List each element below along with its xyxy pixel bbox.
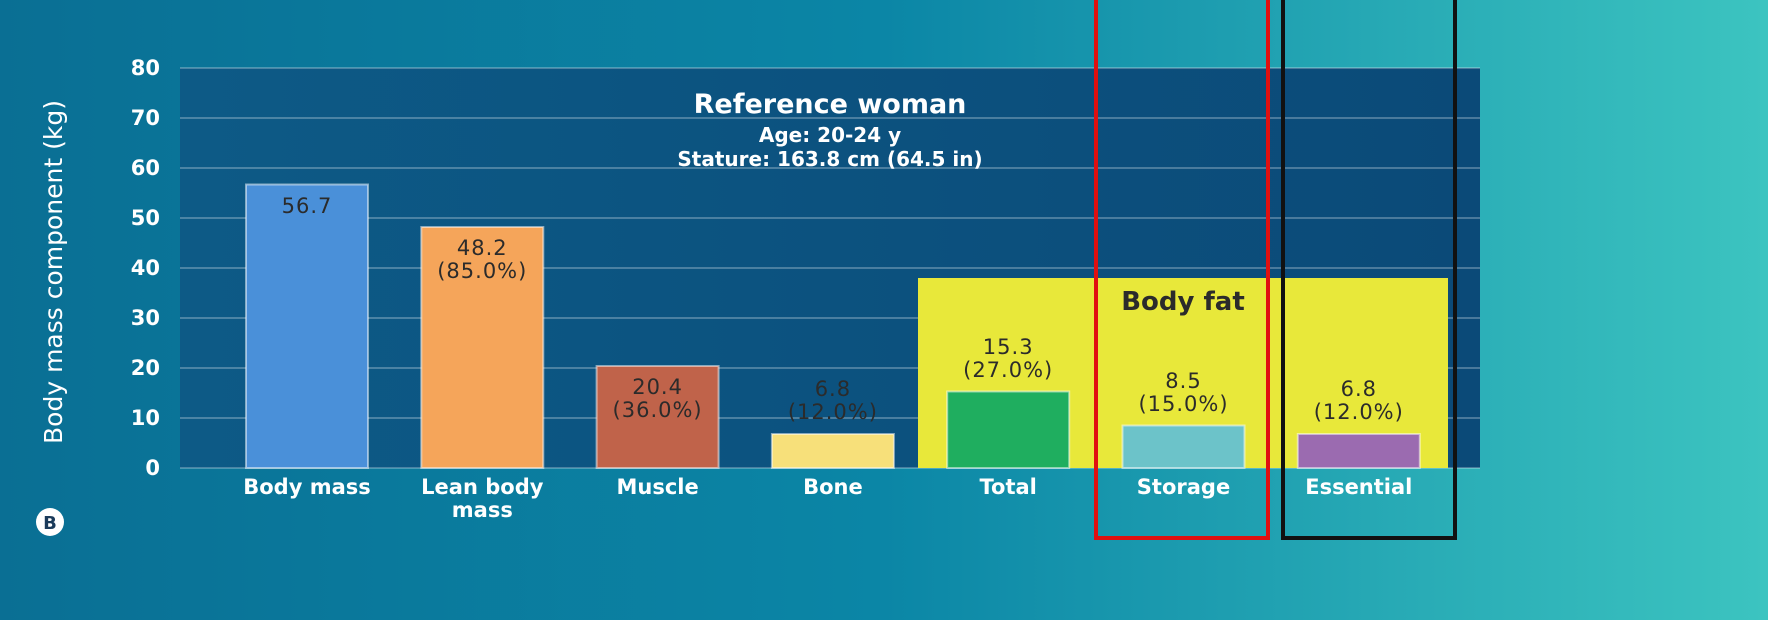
group-label: Body fat bbox=[1121, 287, 1245, 317]
value-label: 48.2 (85.0%) bbox=[437, 236, 528, 284]
x-tick-label: Lean body mass bbox=[421, 475, 544, 523]
subtitle: Age: 20-24 y bbox=[758, 123, 902, 147]
x-tick-label: Storage bbox=[1136, 475, 1231, 499]
x-tick-label: Body mass bbox=[243, 475, 371, 499]
y-tick-label: 80 bbox=[131, 56, 160, 80]
value-label: 15.3 (27.0%) bbox=[963, 334, 1054, 382]
y-tick-label: 0 bbox=[145, 456, 160, 480]
subtitle: Stature: 163.8 cm (64.5 in) bbox=[677, 147, 983, 171]
bar bbox=[245, 183, 369, 469]
bar bbox=[595, 365, 720, 469]
highlight-box bbox=[1281, 0, 1457, 540]
y-tick-label: 70 bbox=[131, 106, 160, 130]
panel-badge bbox=[36, 508, 64, 536]
x-tick-label: Muscle bbox=[616, 475, 699, 499]
x-tick-label: Total bbox=[979, 475, 1037, 499]
highlight-box bbox=[1094, 0, 1270, 540]
y-tick-label: 60 bbox=[131, 156, 160, 180]
value-label: 6.8 (12.0%) bbox=[1313, 377, 1404, 425]
y-tick-label: 40 bbox=[131, 256, 160, 280]
x-tick-label: Essential bbox=[1305, 475, 1413, 499]
value-label: 56.7 bbox=[281, 193, 333, 218]
y-tick-label: 10 bbox=[131, 406, 160, 430]
panel-label: B bbox=[43, 513, 57, 534]
bar bbox=[1296, 433, 1421, 469]
chart-title: Reference woman bbox=[693, 89, 967, 120]
value-label: 8.5 (15.0%) bbox=[1138, 368, 1229, 416]
x-tick-label: Bone bbox=[803, 475, 863, 499]
y-tick-label: 50 bbox=[131, 206, 160, 230]
bar bbox=[1121, 424, 1246, 469]
y-axis-label: Body mass component (kg) bbox=[39, 100, 68, 444]
y-tick-label: 20 bbox=[131, 356, 160, 380]
bar bbox=[420, 226, 545, 469]
value-label: 6.8 (12.0%) bbox=[787, 377, 878, 425]
y-tick-label: 30 bbox=[131, 306, 160, 330]
value-label: 20.4 (36.0%) bbox=[612, 375, 703, 423]
bar bbox=[946, 390, 1071, 469]
bar bbox=[770, 433, 895, 469]
